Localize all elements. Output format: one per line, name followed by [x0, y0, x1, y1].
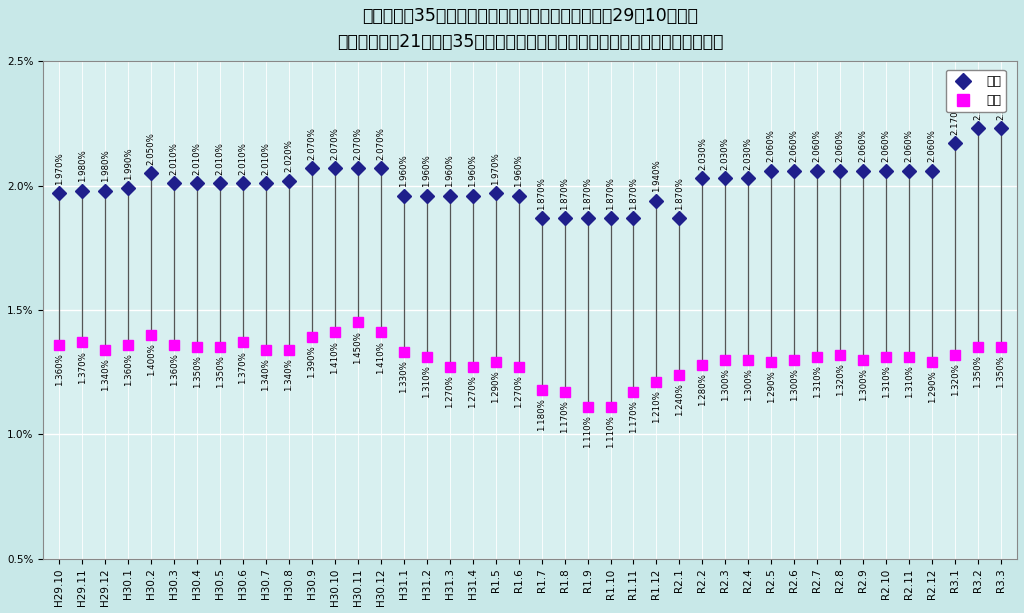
Text: 1.360%: 1.360% [54, 353, 63, 386]
Text: 2.230%: 2.230% [996, 87, 1006, 120]
Text: 1.970%: 1.970% [492, 152, 500, 185]
Text: 2.030%: 2.030% [721, 137, 730, 170]
Text: 1.340%: 1.340% [100, 358, 110, 391]
Text: 2.060%: 2.060% [790, 129, 799, 162]
Text: 1.350%: 1.350% [996, 356, 1006, 389]
Text: 1.370%: 1.370% [239, 351, 248, 384]
Text: 2.070%: 2.070% [331, 127, 339, 160]
Text: 2.060%: 2.060% [836, 129, 845, 162]
Text: 1.400%: 1.400% [146, 343, 156, 376]
Text: 2.170%: 2.170% [950, 102, 959, 135]
Text: 1.310%: 1.310% [813, 365, 821, 398]
Text: 1.290%: 1.290% [492, 370, 500, 403]
Text: 1.940%: 1.940% [652, 159, 660, 192]
Text: 1.270%: 1.270% [468, 376, 477, 408]
Text: 1.300%: 1.300% [743, 368, 753, 401]
Text: 1.310%: 1.310% [422, 365, 431, 398]
Text: 1.300%: 1.300% [859, 368, 867, 401]
Text: 2.020%: 2.020% [285, 139, 294, 172]
Text: 1.960%: 1.960% [468, 154, 477, 187]
Text: 1.180%: 1.180% [538, 398, 546, 431]
Text: 2.070%: 2.070% [353, 127, 362, 160]
Text: 1.390%: 1.390% [307, 346, 316, 378]
Text: 1.350%: 1.350% [215, 356, 224, 389]
Text: 1.290%: 1.290% [928, 370, 937, 403]
Text: 1.210%: 1.210% [652, 390, 660, 424]
Text: 1.290%: 1.290% [767, 370, 776, 403]
Text: 1.870%: 1.870% [675, 177, 684, 210]
Text: 2.060%: 2.060% [882, 129, 891, 162]
Text: 1.960%: 1.960% [445, 154, 455, 187]
Text: 2.010%: 2.010% [215, 142, 224, 175]
Text: 1.870%: 1.870% [583, 177, 592, 210]
Text: 1.340%: 1.340% [285, 358, 294, 391]
Text: 2.230%: 2.230% [974, 87, 982, 120]
Text: 1.960%: 1.960% [514, 154, 523, 187]
Text: 2.030%: 2.030% [743, 137, 753, 170]
Text: 1.450%: 1.450% [353, 331, 362, 364]
Text: 1.870%: 1.870% [629, 177, 638, 210]
Text: 1.300%: 1.300% [790, 368, 799, 401]
Text: 1.330%: 1.330% [399, 360, 409, 394]
Text: 2.010%: 2.010% [239, 142, 248, 175]
Text: 1.300%: 1.300% [721, 368, 730, 401]
Text: 1.870%: 1.870% [560, 177, 569, 210]
Text: 1.980%: 1.980% [78, 150, 87, 182]
Text: 1.990%: 1.990% [124, 147, 133, 180]
Text: 1.360%: 1.360% [124, 353, 133, 386]
Text: 2.030%: 2.030% [698, 137, 707, 170]
Text: 1.270%: 1.270% [514, 376, 523, 408]
Text: 2.060%: 2.060% [813, 129, 821, 162]
Text: 2.060%: 2.060% [767, 129, 776, 162]
Text: 1.360%: 1.360% [170, 353, 178, 386]
Text: 1.170%: 1.170% [629, 400, 638, 433]
Text: 1.350%: 1.350% [193, 356, 202, 389]
Text: 1.340%: 1.340% [261, 358, 270, 391]
Text: 2.010%: 2.010% [193, 142, 202, 175]
Text: 2.010%: 2.010% [261, 142, 270, 175]
Text: 1.960%: 1.960% [422, 154, 431, 187]
Text: 1.410%: 1.410% [376, 341, 385, 373]
Text: 1.980%: 1.980% [100, 150, 110, 182]
Legend: 最高, 最低: 最高, 最低 [946, 70, 1006, 112]
Text: 1.350%: 1.350% [974, 356, 982, 389]
Text: 1.320%: 1.320% [836, 363, 845, 396]
Text: 1.970%: 1.970% [54, 152, 63, 185]
Text: 1.110%: 1.110% [606, 416, 615, 448]
Text: 2.060%: 2.060% [904, 129, 913, 162]
Text: 2.060%: 2.060% [928, 129, 937, 162]
Text: 1.960%: 1.960% [399, 154, 409, 187]
Text: 2.070%: 2.070% [376, 127, 385, 160]
Text: 2.010%: 2.010% [170, 142, 178, 175]
Text: 1.870%: 1.870% [606, 177, 615, 210]
Text: 1.370%: 1.370% [78, 351, 87, 384]
Title: 【フラット35】借入金利の推移（最低～最高）平成29年10月から
＜借入期間が21年以上35年以下、融資率が９割以下、新機構団信付きの場合＞: 【フラット35】借入金利の推移（最低～最高）平成29年10月から ＜借入期間が2… [337, 7, 723, 51]
Text: 2.070%: 2.070% [307, 127, 316, 160]
Text: 2.060%: 2.060% [859, 129, 867, 162]
Text: 1.170%: 1.170% [560, 400, 569, 433]
Text: 1.270%: 1.270% [445, 376, 455, 408]
Text: 1.110%: 1.110% [583, 416, 592, 448]
Text: 1.320%: 1.320% [950, 363, 959, 396]
Text: 1.870%: 1.870% [538, 177, 546, 210]
Text: 2.050%: 2.050% [146, 132, 156, 165]
Text: 1.310%: 1.310% [882, 365, 891, 398]
Text: 1.240%: 1.240% [675, 383, 684, 416]
Text: 1.410%: 1.410% [331, 341, 339, 373]
Text: 1.280%: 1.280% [698, 373, 707, 406]
Text: 1.310%: 1.310% [904, 365, 913, 398]
